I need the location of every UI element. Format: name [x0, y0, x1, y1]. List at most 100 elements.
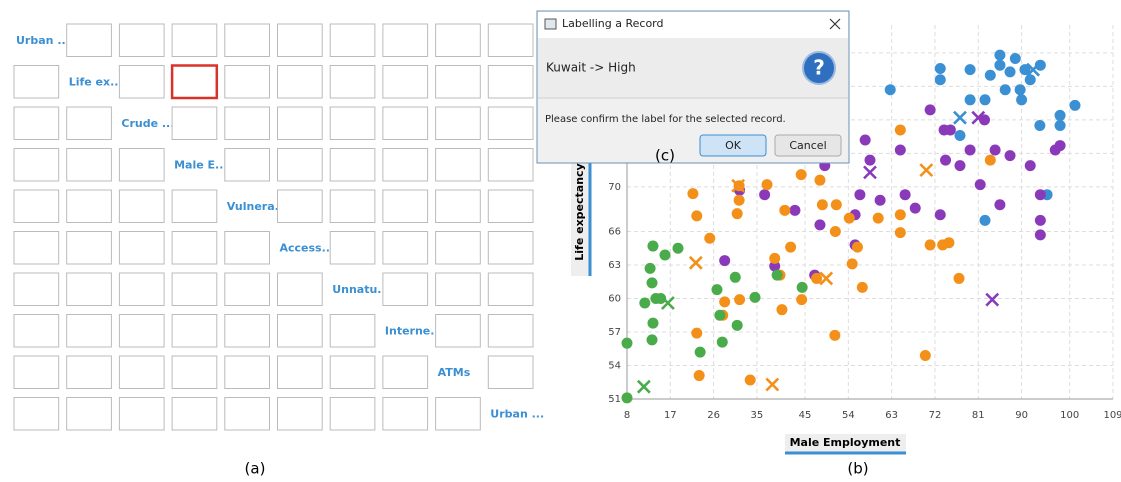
y-tick-label: 57 — [608, 327, 621, 338]
point-cross — [971, 110, 986, 125]
splom-cell — [224, 231, 271, 265]
point — [884, 84, 896, 96]
point — [693, 370, 705, 382]
y-tick-label: 54 — [608, 361, 621, 372]
splom-cell — [277, 314, 323, 348]
splom-cell — [13, 148, 60, 182]
cancel-button[interactable] — [774, 134, 842, 157]
splom-label: Interne... — [385, 324, 443, 337]
caption-c: (c) — [655, 147, 675, 165]
point — [943, 237, 955, 249]
splom-cell — [435, 23, 481, 57]
splom-cell — [13, 65, 60, 99]
splom-cell — [66, 397, 112, 431]
splom-cell — [382, 231, 429, 265]
point — [894, 227, 906, 239]
point — [829, 226, 841, 238]
point — [953, 272, 965, 284]
splom-cell — [171, 189, 218, 223]
point — [761, 179, 773, 191]
close-button[interactable] — [829, 18, 841, 30]
point — [934, 63, 946, 75]
point — [854, 189, 866, 201]
splom-cell — [118, 272, 165, 306]
splom-cell — [435, 314, 481, 348]
point — [687, 188, 699, 200]
splom-cell — [435, 231, 481, 265]
point — [851, 241, 863, 253]
point — [859, 134, 871, 146]
splom-cell — [224, 23, 271, 57]
y-tick-label: 51 — [608, 394, 621, 405]
splom-cell — [224, 272, 271, 306]
splom-cell — [66, 148, 112, 182]
splom-cell — [118, 189, 165, 223]
splom-cell — [224, 106, 271, 140]
splom-cell — [118, 65, 165, 99]
point — [1009, 52, 1021, 64]
point — [872, 212, 884, 224]
point — [719, 255, 731, 267]
splom-cell — [487, 355, 534, 389]
ok-button[interactable] — [699, 134, 767, 157]
point — [1024, 74, 1036, 86]
point — [769, 252, 781, 264]
point-cross — [1026, 62, 1041, 77]
splom-cell — [329, 355, 376, 389]
splom-cell — [435, 106, 481, 140]
splom-cell — [277, 189, 323, 223]
point — [954, 130, 966, 142]
splom-cell — [487, 106, 534, 140]
point — [796, 294, 808, 306]
point — [1014, 84, 1026, 96]
x-tick-label: 26 — [707, 410, 720, 421]
splom-cell — [487, 65, 534, 99]
point — [731, 319, 743, 331]
point — [644, 262, 656, 274]
splom-label: Urban ... — [490, 407, 544, 420]
point — [691, 327, 703, 339]
point — [1004, 150, 1016, 162]
point — [814, 219, 826, 231]
splom-cell — [277, 65, 323, 99]
splom-cell — [382, 397, 429, 431]
point — [796, 281, 808, 293]
dialog: Labelling a Record Kuwait -> High ? Plea… — [536, 10, 850, 164]
cancel-button-label[interactable]: Cancel — [789, 139, 826, 152]
splom-cell — [170, 64, 219, 100]
point — [919, 349, 931, 361]
splom-cell — [435, 397, 481, 431]
splom-cell — [329, 397, 376, 431]
question-icon — [802, 51, 836, 85]
point — [744, 374, 756, 386]
point — [894, 124, 906, 136]
window-icon — [544, 18, 557, 30]
point — [974, 179, 986, 191]
x-tick-label: 35 — [751, 410, 764, 421]
y-tick-label: 63 — [608, 260, 621, 271]
point — [829, 329, 841, 341]
point — [979, 94, 991, 106]
x-tick-label: 63 — [885, 410, 898, 421]
point — [1054, 109, 1066, 121]
question-icon-text: ? — [813, 56, 825, 80]
splom-label: Life ex... — [69, 75, 123, 88]
y-tick-label: 60 — [608, 294, 621, 305]
splom-cell — [171, 272, 218, 306]
point-cross — [819, 271, 834, 286]
ok-button-label[interactable]: OK — [725, 139, 742, 152]
splom-cell — [66, 189, 112, 223]
splom-cell — [13, 272, 60, 306]
point — [894, 209, 906, 221]
splom-cell — [487, 189, 534, 223]
point — [691, 210, 703, 222]
point — [984, 69, 996, 81]
point — [779, 204, 791, 216]
point — [776, 304, 788, 316]
splom-cell — [435, 272, 481, 306]
point — [1034, 59, 1046, 71]
splom-cell — [487, 23, 534, 57]
point — [934, 74, 946, 86]
x-tick-label: 81 — [972, 410, 985, 421]
